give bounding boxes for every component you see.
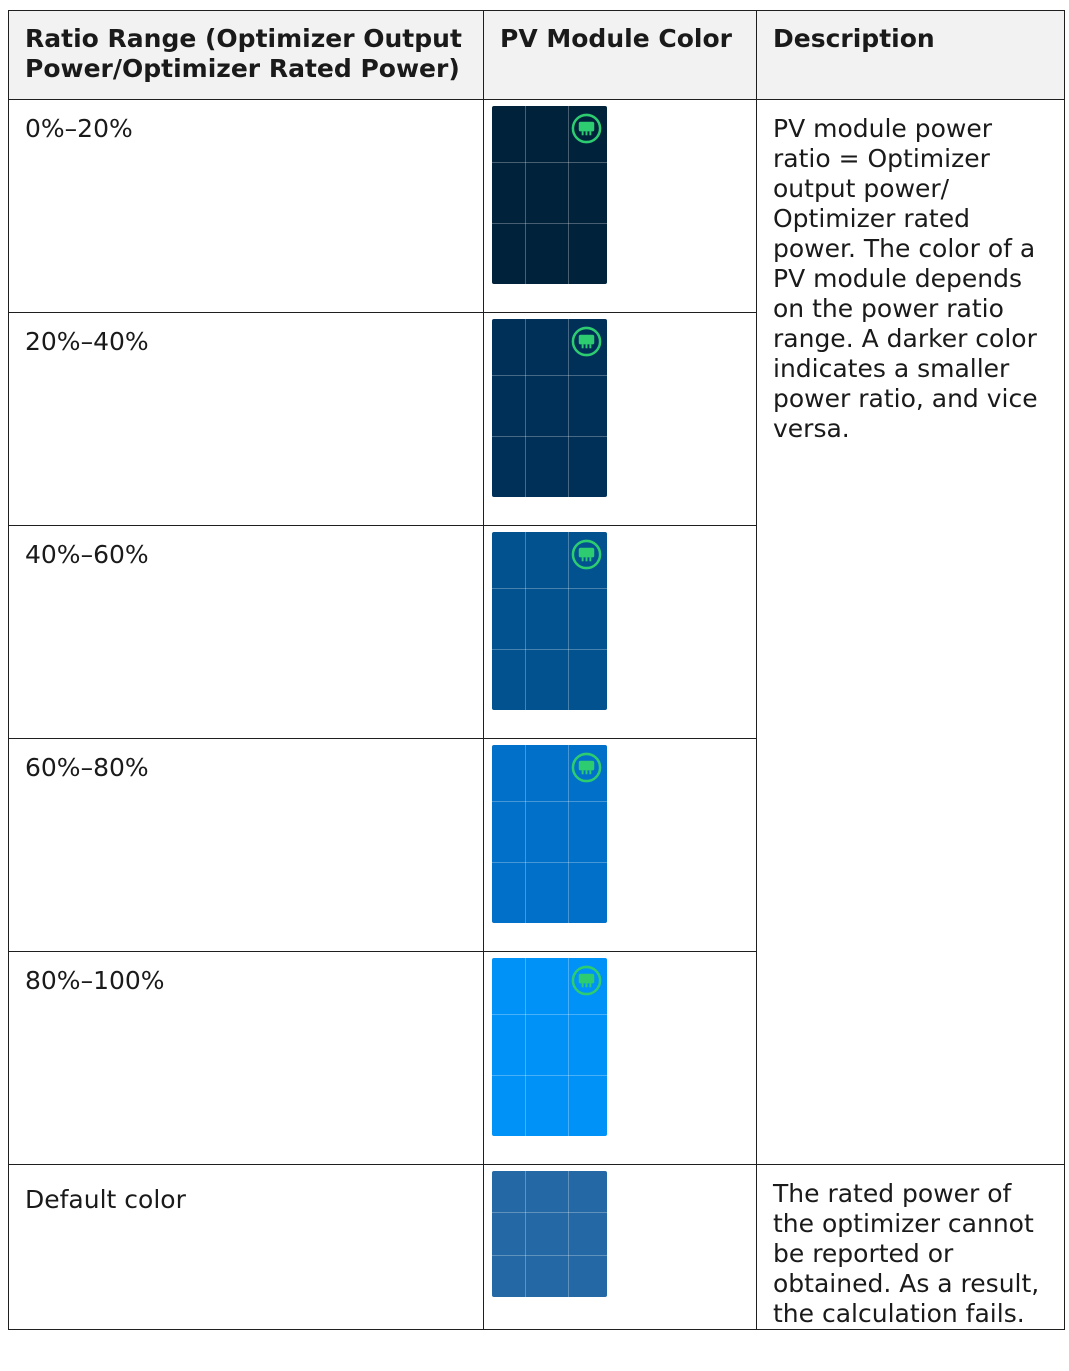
- module-cell-divider: [568, 106, 569, 284]
- module-cell-divider: [492, 801, 607, 802]
- header-ratio-range: Ratio Range (Optimizer Output Power/Opti…: [8, 10, 484, 100]
- ratio-range-cell: 0%–20%: [8, 99, 484, 313]
- module-cell-divider: [492, 1075, 607, 1076]
- pv-module-color-table: Ratio Range (Optimizer Output Power/Opti…: [8, 10, 1065, 1330]
- module-cell-divider: [492, 588, 607, 589]
- module-cell-divider: [492, 375, 607, 376]
- module-cell-divider: [525, 745, 526, 923]
- ratio-range-cell: Default color: [8, 1164, 484, 1330]
- ratio-range-cell: 80%–100%: [8, 951, 484, 1165]
- module-cell-divider: [492, 223, 607, 224]
- module-color-cell: [483, 951, 757, 1165]
- description-text: PV module power ratio = Optimizer output…: [773, 114, 1038, 443]
- module-cell-divider: [492, 1014, 607, 1015]
- module-cell-divider: [525, 106, 526, 284]
- pv-module-swatch: [492, 1171, 607, 1297]
- module-cell-divider: [492, 436, 607, 437]
- description-cell: The rated power of the optimizer cannot …: [756, 1164, 1065, 1330]
- module-cell-divider: [568, 958, 569, 1136]
- module-color-cell: [483, 525, 757, 739]
- module-cell-divider: [525, 532, 526, 710]
- module-cell-divider: [525, 958, 526, 1136]
- module-color-cell: [483, 1164, 757, 1330]
- optimizer-icon: [571, 539, 602, 570]
- module-cell-divider: [568, 745, 569, 923]
- module-cell-divider: [568, 532, 569, 710]
- module-cell-divider: [525, 319, 526, 497]
- pv-module-swatch: [492, 532, 607, 710]
- ratio-range-cell: 40%–60%: [8, 525, 484, 739]
- module-cell-divider: [492, 1212, 607, 1213]
- module-cell-divider: [568, 1171, 569, 1297]
- table-header-row: Ratio Range (Optimizer Output Power/Opti…: [8, 10, 1065, 100]
- module-cell-divider: [568, 319, 569, 497]
- optimizer-icon: [571, 326, 602, 357]
- pv-module-swatch: [492, 958, 607, 1136]
- module-cell-divider: [525, 1171, 526, 1297]
- table-row: 20%–40%: [8, 312, 1065, 526]
- table-row: 60%–80%: [8, 738, 1065, 952]
- module-color-cell: [483, 738, 757, 952]
- pv-module-swatch: [492, 319, 607, 497]
- description-text: The rated power of the optimizer cannot …: [773, 1179, 1040, 1328]
- ratio-range-cell: 60%–80%: [8, 738, 484, 952]
- header-pv-module-color: PV Module Color: [483, 10, 757, 100]
- pv-module-swatch: [492, 106, 607, 284]
- module-cell-divider: [492, 1255, 607, 1256]
- header-description: Description: [756, 10, 1065, 100]
- optimizer-icon: [571, 752, 602, 783]
- module-cell-divider: [492, 162, 607, 163]
- module-cell-divider: [492, 862, 607, 863]
- ratio-range-cell: 20%–40%: [8, 312, 484, 526]
- optimizer-icon: [571, 113, 602, 144]
- table-row: 40%–60%: [8, 525, 1065, 739]
- table-row: 80%–100%: [8, 951, 1065, 1165]
- module-color-cell: [483, 312, 757, 526]
- pv-module-swatch: [492, 745, 607, 923]
- description-cell: PV module power ratio = Optimizer output…: [756, 99, 1065, 1165]
- module-color-cell: [483, 99, 757, 313]
- table-row: Default color The rated power of the opt…: [8, 1164, 1065, 1330]
- module-cell-divider: [492, 649, 607, 650]
- optimizer-icon: [571, 965, 602, 996]
- table-row: 0%–20% PV module power ratio = Optimizer…: [8, 99, 1065, 1165]
